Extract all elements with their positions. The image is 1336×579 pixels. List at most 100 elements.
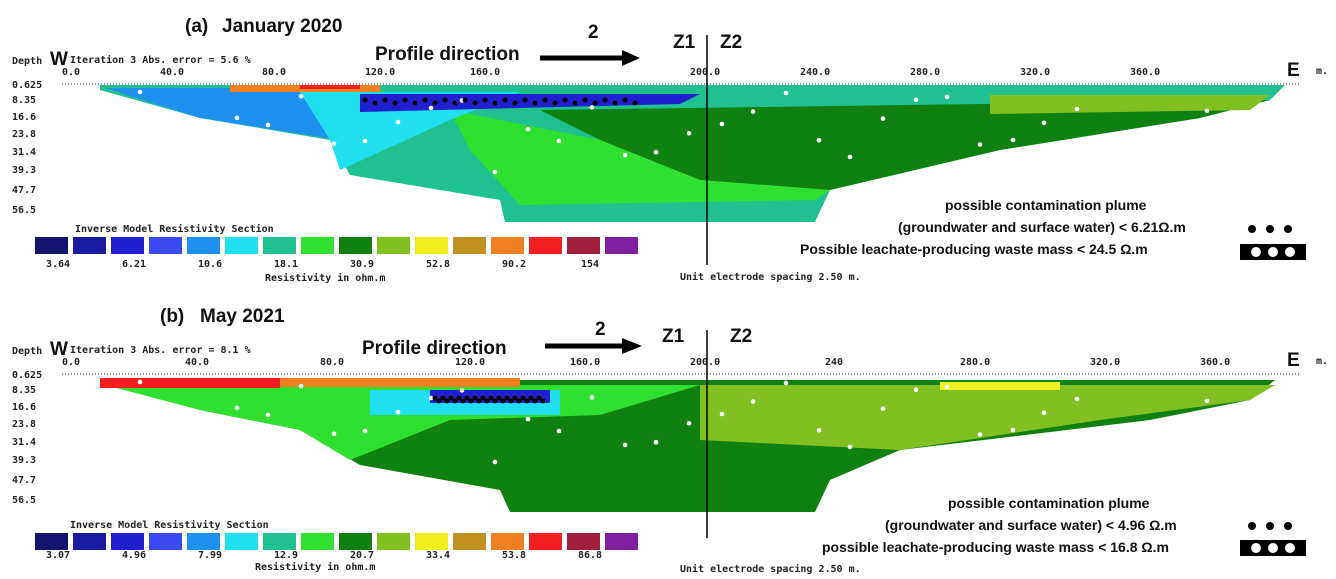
depth-tick-label: 23.8 (12, 419, 36, 430)
plume-dot (496, 395, 502, 401)
scale-value: 86.8 (578, 550, 602, 561)
depth-tick-label: 56.5 (12, 495, 36, 506)
sample-dot (1138, 170, 1144, 176)
plume-dot (516, 398, 522, 404)
scale-swatch (73, 533, 106, 550)
scale-swatch (187, 237, 220, 254)
sample-dot (168, 153, 174, 158)
plume-dot (502, 97, 508, 103)
x-tick-label: 40.0 (160, 67, 184, 78)
sample-dot (750, 399, 756, 404)
depth-label: Depth (12, 56, 42, 67)
plume-dot (532, 100, 538, 106)
sample-dot (1041, 410, 1047, 416)
plume-dot (522, 97, 528, 103)
sample-dot (525, 126, 531, 132)
x-tick-label: 240.0 (800, 67, 830, 78)
sample-dot (331, 141, 337, 147)
plume-dot (462, 97, 468, 103)
plume-dot (382, 97, 388, 103)
plume-dot (436, 398, 442, 404)
sample-dot (1074, 106, 1080, 112)
scale-swatch (605, 237, 638, 254)
panel-label: (a) (185, 16, 208, 37)
plume-dot (572, 100, 578, 106)
scale-value: 12.9 (274, 550, 298, 561)
plume-dot (362, 97, 368, 103)
scale-title: Inverse Model Resistivity Section (70, 519, 269, 531)
sample-dot (622, 442, 628, 448)
x-tick-label: 160.0 (470, 67, 500, 78)
sample-dot (653, 439, 659, 445)
plume-dot (632, 100, 638, 106)
legend-box-dot (1251, 543, 1261, 553)
depth-tick-label: 31.4 (12, 437, 36, 448)
plume-dot (512, 100, 518, 106)
depth-tick-label: 31.4 (12, 147, 36, 158)
scale-value: 18.1 (274, 259, 298, 270)
resistivity-zone (105, 88, 340, 140)
plume-dot (524, 398, 530, 404)
scale-value: 33.4 (426, 550, 450, 561)
scale-value: 20.7 (350, 550, 374, 561)
plume-dot (622, 97, 628, 103)
electrode-spacing: Unit electrode spacing 2.50 m. (680, 271, 861, 283)
plume-dot (460, 398, 466, 404)
zone-label: Z2 (720, 32, 742, 53)
sample-dot (362, 428, 368, 434)
sample-dot (1171, 127, 1177, 133)
unit-label: m. (1316, 66, 1328, 77)
sample-dot (234, 115, 240, 121)
plume-dot (482, 97, 488, 103)
x-tick-label: 0.0 (62, 357, 80, 368)
depth-tick-label: 0.625 (12, 80, 42, 91)
plume-dot (492, 100, 498, 106)
sample-dot (1041, 120, 1047, 126)
scale-value: 6.21 (122, 259, 146, 270)
legend-text: (groundwater and surface water) < 4.96 Ω… (885, 517, 1177, 533)
scale-value: 3.64 (46, 259, 70, 270)
scale-swatch (111, 237, 144, 254)
east-label: E (1287, 60, 1300, 81)
scale-value: 30.9 (350, 259, 374, 270)
scale-swatch (149, 237, 182, 254)
x-tick-label: 0.0 (62, 67, 80, 78)
x-tick-label: 80.0 (262, 67, 286, 78)
panel: (a) January 2020 Profile direction 2 Z1 Z2 Dep… (12, 16, 1328, 284)
plume-dot (480, 395, 486, 401)
sample-dot (362, 138, 368, 144)
sample-dot (201, 443, 207, 449)
sample-dot (1074, 396, 1080, 402)
scale-title: Inverse Model Resistivity Section (75, 223, 274, 235)
resistivity-zone (940, 382, 1060, 390)
legend-text: (groundwater and surface water) < 6.21Ω.… (898, 219, 1186, 235)
sample-dot (168, 443, 174, 448)
west-label: W (50, 339, 68, 360)
zone-label: Z1 (662, 326, 685, 347)
x-tick-label: 160.0 (570, 357, 600, 368)
sample-dot (492, 459, 498, 465)
sample-dot (589, 395, 595, 400)
scale-swatch (567, 237, 600, 254)
plume-dot (468, 398, 474, 404)
sample-dot (719, 411, 725, 417)
x-tick-label: 40.0 (185, 357, 209, 368)
depth-tick-label: 8.35 (12, 385, 36, 396)
plume-dot (532, 398, 538, 404)
plume-dot (592, 100, 598, 106)
sample-dot (847, 444, 853, 450)
scale-swatch (263, 533, 296, 550)
plume-dot (582, 97, 588, 103)
scale-unit: Resistivity in ohm.m (265, 272, 385, 284)
scale-swatch (339, 237, 372, 254)
scale-swatch (301, 237, 334, 254)
sample-dot (783, 380, 789, 386)
scale-swatch (415, 533, 448, 550)
scale-value: 53.8 (502, 550, 526, 561)
legend-text: possible contamination plume (945, 197, 1147, 213)
legend-dot (1248, 225, 1256, 233)
legend-text: possible contamination plume (948, 495, 1150, 511)
plume-dot (476, 398, 482, 404)
plume-dot (508, 398, 514, 404)
